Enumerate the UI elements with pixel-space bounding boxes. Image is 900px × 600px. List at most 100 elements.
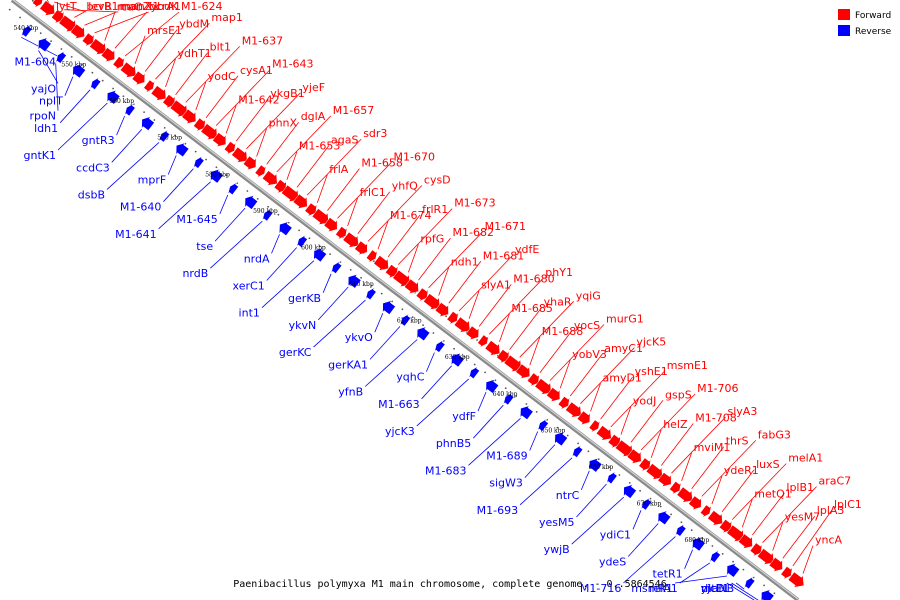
reverse-leader-line [271,234,280,254]
forward-gene-arrow [614,439,633,457]
kbp-tick-label: 610 kbp [349,281,374,288]
forward-gene-label: phnX [269,117,298,130]
guide-dot [453,347,455,350]
forward-gene-arrow [273,179,287,194]
reverse-gene-label: rpoN [30,110,56,123]
reverse-gene-label: M1-640 [120,201,161,214]
reverse-leader-line [158,181,211,230]
kbp-tick-label: 550 kbp [61,62,86,69]
forward-gene-label: M1-674 [390,209,431,222]
forward-gene-arrow [477,334,489,348]
guide-dot [50,40,52,42]
forward-gene-arrow [365,249,378,263]
guide-dot [463,355,466,358]
reverse-leader-line [580,470,590,491]
reverse-gene-label: gerKC [279,346,312,359]
forward-leader-line [509,307,542,350]
reverse-gene-arrow [485,378,500,394]
reverse-gene-label: M1-689 [486,450,527,463]
reverse-gene-arrow [141,116,155,131]
guide-dot [380,292,383,295]
guide-dot [432,332,435,334]
forward-gene-label: ydhT1 [178,47,212,60]
reverse-gene-label: ykvO [345,331,373,344]
reverse-gene-arrows [21,24,775,600]
forward-gene-label: M1-671 [485,220,526,233]
forward-leader-line [782,515,816,559]
legend-reverse-label: Reverse [855,27,892,37]
reverse-gene-label: tetR1 [653,568,683,581]
forward-gene-arrow [780,566,793,580]
reverse-gene-arrow [726,562,741,578]
reverse-gene-arrow [89,77,102,90]
guide-dot [225,174,228,177]
reverse-gene-arrow [761,589,775,600]
kbp-tick-label: 600 kbp [301,244,326,251]
forward-leader-line [559,360,571,389]
guide-dot [763,584,765,587]
forward-leader-line [681,452,692,482]
reverse-gene-arrow [313,247,327,263]
forward-leader-line [620,406,632,435]
forward-gene-label: mrsE1 [147,24,182,37]
forward-leader-line [316,174,328,203]
guide-dot [205,158,208,161]
forward-gene-label: phY1 [545,266,573,279]
reverse-leader-line [571,496,624,545]
forward-leader-lines [46,0,833,574]
reverse-gene-label: M1-663 [378,398,419,411]
reverse-leader-line [524,444,556,478]
forward-gene-arrow [150,85,167,101]
forward-leader-line [580,347,635,404]
guide-dot [277,213,280,216]
forward-gene-label: msmE1 [667,359,708,372]
forward-leader-line [94,11,149,34]
forward-gene-label: M1-637 [242,34,283,47]
forward-leader-line [600,376,633,420]
reverse-leader-line [106,142,160,190]
reverse-gene-label: phnB5 [436,437,471,450]
guide-dot [401,308,404,311]
reverse-gene-label: yesM5 [539,516,575,529]
forward-gene-label: map1 [211,11,242,24]
forward-gene-arrow [373,255,389,271]
reverse-leader-line [576,483,607,518]
forward-gene-label: yodC [208,70,236,83]
forward-leader-line [327,168,360,211]
forward-gene-label: manZ [119,0,151,13]
forward-gene-arrow [119,61,137,78]
reverse-leader-line [684,549,693,569]
forward-gene-arrow [200,123,218,140]
guide-dot [721,553,724,555]
forward-gene-label: amyD1 [603,371,642,384]
reverse-gene-label: sigW3 [489,477,523,490]
kbp-tick-label: 650 kbp [541,427,566,434]
guide-dot [122,95,125,98]
forward-gene-arrow [738,533,753,549]
forward-leader-line [367,185,423,242]
guide-dot [701,537,703,539]
reverse-gene-label: msmR1 [631,582,673,595]
forward-leader-line [185,46,240,103]
kbp-tick-label: 560 kbp [109,98,134,105]
guide-dot [174,134,177,137]
forward-gene-label: yobV3 [572,348,607,361]
forward-gene-arrow [223,141,237,155]
forward-gene-arrow [112,56,125,70]
forward-leader-line [762,486,817,543]
reverse-leader-line [416,378,470,427]
guide-dot [101,79,104,82]
reverse-gene-arrow [675,523,687,537]
forward-leader-line [235,98,269,142]
guide-dot [690,529,693,532]
forward-gene-arrow [626,448,642,464]
reverse-gene-arrow [468,366,480,380]
forward-leader-line [731,463,787,520]
forward-gene-arrow [181,108,197,125]
guide-dot [659,505,662,508]
forward-gene-label: M1-685 [511,302,552,315]
forward-gene-label: yncA [815,534,843,547]
reverse-gene-arrow [434,339,446,353]
reverse-gene-label: yjcD [701,582,725,595]
forward-leader-line [650,429,662,458]
